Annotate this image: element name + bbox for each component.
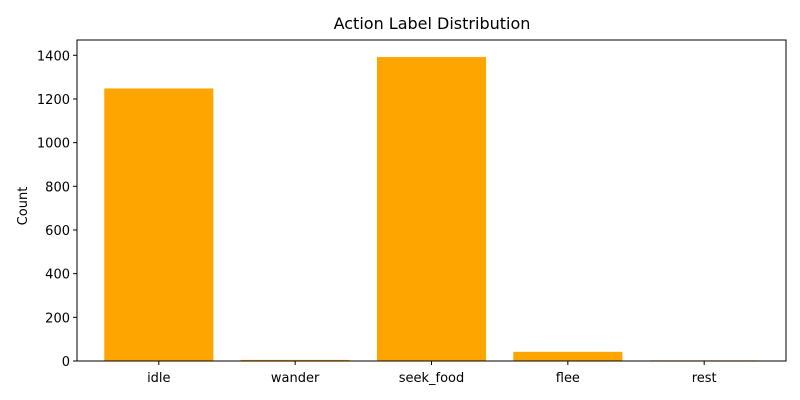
y-tick-label: 400 [45,268,70,283]
y-tick-label: 1000 [37,137,70,152]
y-tick-label: 600 [45,224,70,239]
plot-frame [76,39,787,362]
bar-wander [240,359,350,361]
x-axis-ticks: idle wander seek_food flee rest [147,361,717,386]
bars-group [104,57,759,362]
x-tick-label: idle [147,371,170,386]
y-tick-label: 200 [45,311,70,326]
x-tick-label: seek_food [399,371,465,386]
bar-seek_food [376,57,487,361]
y-tick-label: 1200 [37,93,70,108]
x-tick-label: rest [692,371,717,386]
chart-title: Action Label Distribution [334,14,531,33]
x-tick-label: wander [271,371,320,386]
bar-flee [513,351,623,361]
y-axis-title: Count [16,187,31,226]
y-axis-ticks: 0 200 400 600 800 1000 1200 1400 [37,49,77,370]
bar-idle [104,88,214,362]
y-tick-label: 800 [45,180,70,195]
y-tick-label: 0 [62,355,70,370]
x-tick-label: flee [556,371,580,386]
y-tick-label: 1400 [37,49,70,64]
